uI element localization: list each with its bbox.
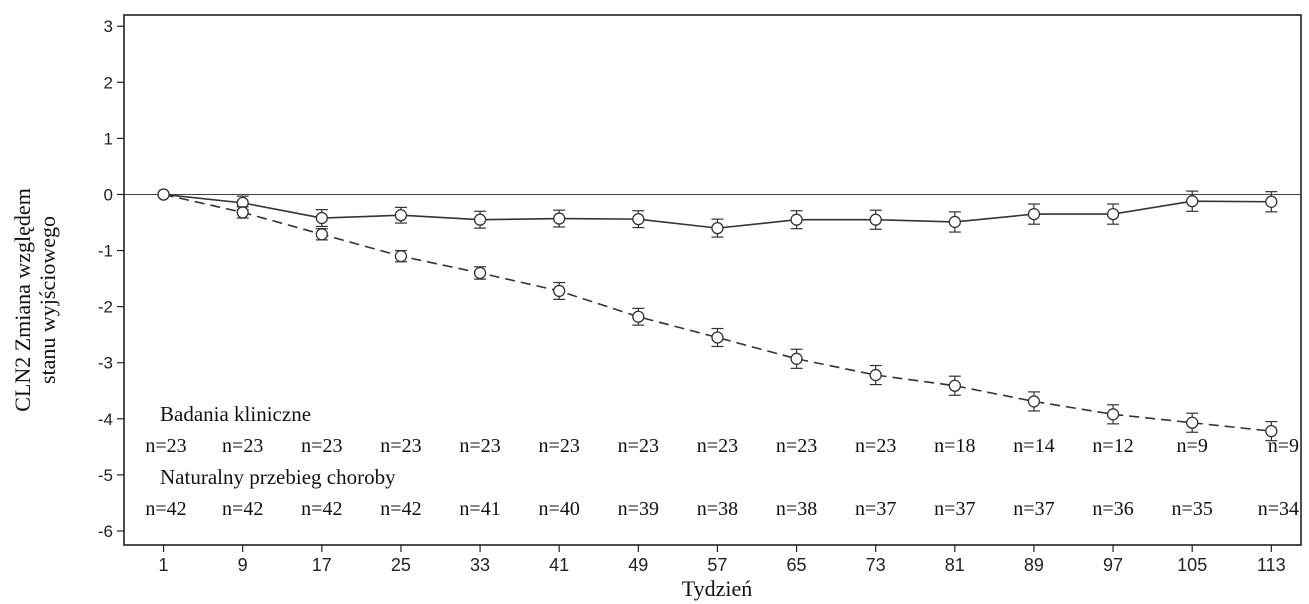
data-point — [553, 284, 566, 298]
y-tick-label: -6 — [98, 522, 113, 541]
x-tick-label: 81 — [945, 555, 965, 575]
x-tick-label: 113 — [1257, 555, 1286, 575]
data-point — [711, 221, 724, 235]
n-count-label: n=38 — [776, 498, 817, 520]
x-tick-label: 33 — [470, 555, 490, 575]
data-point — [1265, 195, 1278, 208]
n-labels-layer: n=23 n=23 n=23 n=23 n=23 n=23 n=23 n=23 n=23 n=23… — [145, 435, 1299, 520]
data-point — [948, 379, 961, 392]
data-point — [315, 228, 328, 241]
y-tick-label: -4 — [98, 410, 113, 429]
n-count-label: n=23 — [539, 435, 580, 457]
x-tick-label: 57 — [707, 555, 727, 575]
data-point — [394, 209, 408, 222]
n-count-label: n=14 — [1013, 435, 1054, 457]
data-point — [632, 310, 645, 323]
n-count-label: n=42 — [301, 498, 342, 520]
x-tick-label: 105 — [1177, 555, 1207, 575]
data-point — [869, 213, 882, 226]
group-label-natural: Naturalny przebieg choroby — [160, 465, 396, 489]
n-count-label: n=18 — [934, 435, 975, 457]
data-point — [711, 331, 724, 344]
n-count-label: n=42 — [145, 498, 186, 520]
y-axis-label: CLN2 Zmiana względem stanu wyjściowego — [10, 188, 60, 412]
data-point — [869, 368, 882, 382]
x-tick-label: 89 — [1024, 555, 1044, 575]
n-count-label: n=41 — [459, 498, 500, 520]
y-tick-label: -3 — [98, 354, 113, 373]
data-point — [790, 352, 803, 365]
y-tick-label: 2 — [104, 73, 113, 92]
n-count-label: n=35 — [1172, 498, 1213, 520]
y-tick-label: -2 — [98, 298, 113, 317]
n-count-label: n=37 — [1013, 498, 1054, 520]
n-count-label: n=23 — [145, 435, 186, 457]
y-tick-label: 1 — [104, 129, 113, 148]
x-tick-label: 1 — [159, 555, 169, 575]
x-tick-label: 65 — [787, 555, 807, 575]
x-tick-label: 49 — [628, 555, 648, 575]
data-point — [157, 188, 170, 201]
n-count-label: n=9 — [1268, 435, 1299, 457]
n-count-label: n=37 — [855, 498, 896, 520]
n-count-label: n=12 — [1092, 435, 1133, 457]
x-tick-label: 97 — [1103, 555, 1123, 575]
y-tick-label: 3 — [104, 17, 113, 36]
series-natural-history — [157, 188, 1278, 442]
series-line — [163, 193, 1272, 432]
n-count-label: n=40 — [539, 498, 580, 520]
data-point — [1265, 424, 1278, 438]
n-count-label: n=23 — [697, 435, 738, 457]
plot-frame — [123, 14, 1302, 546]
series-layer — [157, 188, 1278, 442]
y-axis-label-line-1: CLN2 Zmiana względem — [10, 188, 35, 412]
data-point — [1106, 408, 1120, 421]
data-point — [948, 215, 961, 229]
n-count-label: n=42 — [222, 498, 263, 520]
y-tick-label: -5 — [98, 466, 113, 485]
x-tick-label: 9 — [238, 555, 248, 575]
n-count-label: n=42 — [380, 498, 421, 520]
n-count-label: n=39 — [618, 498, 659, 520]
n-count-label: n=23 — [618, 435, 659, 457]
y-tick-label: -1 — [98, 242, 113, 261]
data-point — [473, 213, 487, 226]
data-point — [1027, 395, 1041, 408]
data-point — [1106, 207, 1120, 221]
data-point — [315, 211, 328, 225]
data-point — [790, 213, 803, 226]
n-count-label: n=23 — [380, 435, 421, 457]
x-tick-label: 17 — [312, 555, 332, 575]
n-count-label: n=37 — [934, 498, 975, 520]
n-count-label: n=23 — [459, 435, 500, 457]
data-point — [553, 212, 566, 225]
data-point — [1186, 195, 1199, 208]
data-point — [1186, 416, 1199, 429]
x-axis-label: Tydzień — [682, 576, 753, 601]
y-axis-label-line-2: stanu wyjściowego — [35, 216, 60, 384]
data-point — [236, 206, 249, 219]
n-count-label: n=34 — [1258, 498, 1299, 520]
n-count-label: n=38 — [697, 498, 738, 520]
n-count-label: n=9 — [1177, 435, 1208, 457]
data-point — [394, 250, 408, 263]
n-count-label: n=23 — [776, 435, 817, 457]
data-point — [632, 212, 645, 226]
data-point — [1027, 207, 1041, 221]
axes: 3 2 1 0 -1 -2 -3 -4 -5 -6 1 9 17 25 33 41 49 57 65 73 81 89 97… — [98, 14, 1302, 575]
n-count-label: n=23 — [301, 435, 342, 457]
n-count-label: n=23 — [855, 435, 896, 457]
y-tick-label: 0 — [104, 185, 113, 204]
n-count-label: n=23 — [222, 435, 263, 457]
group-label-trial: Badania kliniczne — [160, 402, 311, 426]
x-tick-label: 41 — [549, 555, 569, 575]
n-count-label: n=36 — [1092, 498, 1133, 520]
x-tick-label: 73 — [866, 555, 886, 575]
x-tick-label: 25 — [391, 555, 411, 575]
data-point — [473, 266, 487, 280]
